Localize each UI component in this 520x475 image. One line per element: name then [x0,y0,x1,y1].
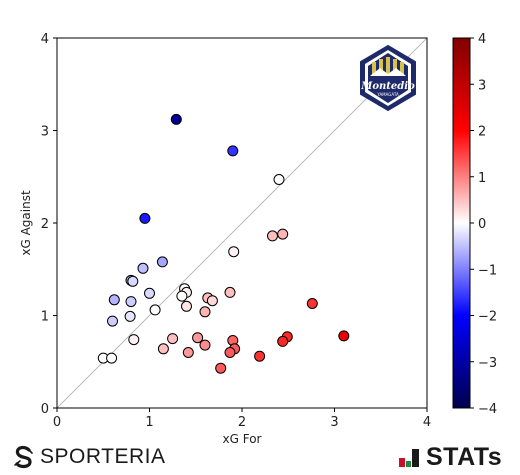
logo-wordmark: Montedio [360,81,415,92]
colorbar-tick-label: 3 [478,78,486,93]
scatter-points [97,113,350,374]
stats-wordmark: STATs [426,442,503,471]
scatter-point [273,174,285,185]
scatter-point [167,333,179,345]
y-tick-label: 3 [41,125,49,140]
scatter-point [137,262,149,274]
scatter-point [124,310,136,322]
logo-crown-stripes [370,57,406,76]
scatter-point [227,145,239,157]
colorbar-tick-label: 0 [478,217,486,232]
colorbar-tick-label: −1 [478,263,497,278]
colorbar-tick-label: 4 [478,32,486,47]
scatter-point [254,350,266,362]
stats-logo-icon [399,449,419,467]
scatter-point [338,330,350,342]
scatter-point [176,290,188,302]
x-tick-label: 2 [238,415,246,430]
y-tick-label: 4 [41,32,49,47]
x-tick-label: 3 [330,415,338,430]
scatter-point [128,334,140,346]
x-axis-ticks: 0 1 2 3 4 [53,408,431,430]
montedio-yamagata-logo: Montedio YAMAGATA [360,44,416,112]
stats-brand: STATs [398,443,502,471]
scatter-point [127,275,139,287]
logo-shield-core [368,53,408,103]
colorbar-tick-label: −2 [478,310,497,325]
scatter-point [144,287,155,299]
scatter-point [106,352,118,364]
scatter-point [108,294,120,306]
sporteria-logo-icon [14,445,33,469]
scatter-point [267,230,278,242]
sporteria-wordmark: SPORTERIA [40,445,166,468]
colorbar-ticks: 4 3 2 1 0 −1 −2 −3 −4 [470,32,497,417]
y-tick-label: 0 [41,402,49,417]
scatter-point [199,339,211,351]
y-axis-label: xG Against [19,190,33,256]
colorbar-tick-label: 2 [478,125,486,140]
scatter-point [277,335,289,347]
scatter-point [107,315,118,327]
scatter-point [156,256,168,268]
y-axis-ticks: 0 1 2 3 4 [41,32,57,417]
scatter-point [206,295,218,307]
colorbar-tick-label: −4 [478,402,497,417]
scatter-point [170,113,182,125]
y-tick-label: 2 [41,217,49,232]
scatter-point [182,347,194,358]
x-axis-label: xG For [223,432,262,446]
scatter-point [199,306,211,318]
reference-diagonal-line [56,37,428,409]
scatter-point [192,332,204,344]
scatter-point [228,246,240,258]
logo-subtitle: YAMAGATA [376,92,399,97]
scatter-point [125,296,137,308]
colorbar-tick-label: −3 [478,356,497,371]
sporteria-brand: SPORTERIA [12,443,165,471]
scatter-point [157,343,169,355]
plot-area [56,37,428,409]
scatter-point [224,347,236,358]
scatter-point [181,300,192,312]
x-tick-label: 0 [53,415,61,430]
colorbar: 4 3 2 1 0 −1 −2 −3 −4 [452,32,497,417]
x-tick-label: 4 [423,415,431,430]
colorbar-tick-label: 1 [478,171,486,186]
scatter-point [277,228,289,240]
y-tick-label: 1 [41,310,49,325]
scatter-point [224,286,236,298]
scatter-point [215,362,227,374]
scatter-point [306,298,318,309]
scatter-point [149,304,161,316]
x-tick-label: 1 [145,415,153,430]
scatter-point [139,212,151,224]
colorbar-gradient [452,37,471,409]
